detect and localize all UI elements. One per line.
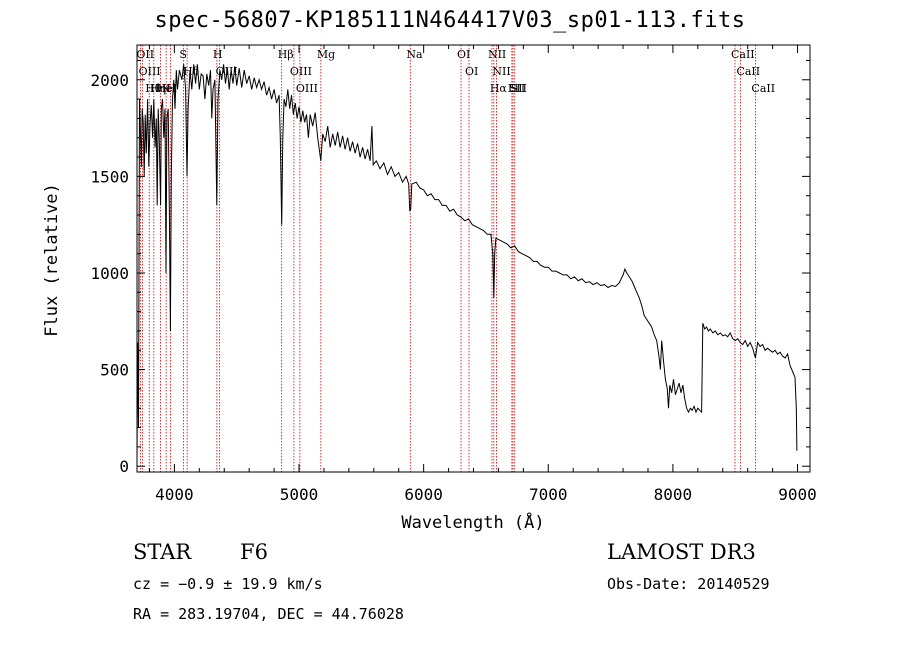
line-label-23: Li (508, 82, 519, 95)
line-label-20: NII (492, 65, 510, 78)
spectral-line-markers (139, 45, 756, 472)
line-label-15: Na (406, 48, 423, 61)
y-tick-label-3: 1500 (90, 167, 129, 186)
chart-title: spec-56807-KP185111N464417V03_sp01-113.f… (154, 8, 746, 33)
line-label-7: S (179, 48, 187, 61)
y-tick-label-4: 2000 (90, 71, 129, 90)
plot-frame (136, 44, 811, 473)
line-label-24: CaII (731, 48, 755, 61)
line-label-26: CaII (751, 82, 775, 95)
y-axis-ticks: 0 500 1000 1500 2000 (90, 59, 810, 476)
line-label-11: Hβ (278, 48, 294, 61)
x-axis-ticks: 4000 5000 6000 7000 8000 9000 (148, 45, 817, 504)
line-label-3: K (162, 82, 171, 95)
object-class: STAR (133, 540, 192, 564)
line-label-21: SII (509, 82, 525, 95)
line-label-6: Hδ (183, 65, 200, 78)
x-tick-label-3: 7000 (529, 485, 568, 504)
object-subclass: F6 (240, 540, 268, 564)
line-label-22: SII (511, 82, 527, 95)
line-label-25: CaII (736, 65, 760, 78)
redshift-readout: cz = −0.9 ± 19.9 km/s (133, 575, 323, 593)
obs-date: Obs-Date: 20140529 (607, 575, 770, 593)
line-label-16: OI (457, 48, 470, 61)
line-label-12: OIII (290, 65, 312, 78)
line-label-17: OI (465, 65, 478, 78)
line-label-14: Mg (317, 48, 335, 61)
line-label-2: OIII (139, 65, 161, 78)
x-tick-label-5: 9000 (778, 485, 817, 504)
line-label-19: NII (488, 48, 506, 61)
survey-name: LAMOST DR3 (607, 540, 756, 564)
x-tick-label-0: 4000 (155, 485, 194, 504)
x-axis-label: Wavelength (Å) (401, 511, 544, 533)
y-tick-label-2: 1000 (90, 264, 129, 283)
y-tick-label-0: 0 (119, 457, 129, 476)
x-tick-label-1: 5000 (280, 485, 319, 504)
line-label-4: HeI (157, 82, 177, 95)
y-axis-label: Flux (relative) (42, 183, 62, 337)
line-label-1: OII (136, 48, 154, 61)
flux-series-line (136, 64, 798, 461)
line-label-10: H (213, 48, 223, 61)
line-label-5: Hη (150, 82, 166, 95)
y-tick-label-1: 500 (100, 361, 129, 380)
x-tick-label-2: 6000 (404, 485, 443, 504)
x-tick-label-4: 8000 (654, 485, 693, 504)
line-label-13: OIII (296, 82, 318, 95)
line-label-18: Hα (490, 82, 508, 95)
line-label-0: Hθ (145, 82, 162, 95)
coordinates: RA = 283.19704, DEC = 44.76028 (133, 605, 404, 623)
line-label-8: H (167, 82, 177, 95)
